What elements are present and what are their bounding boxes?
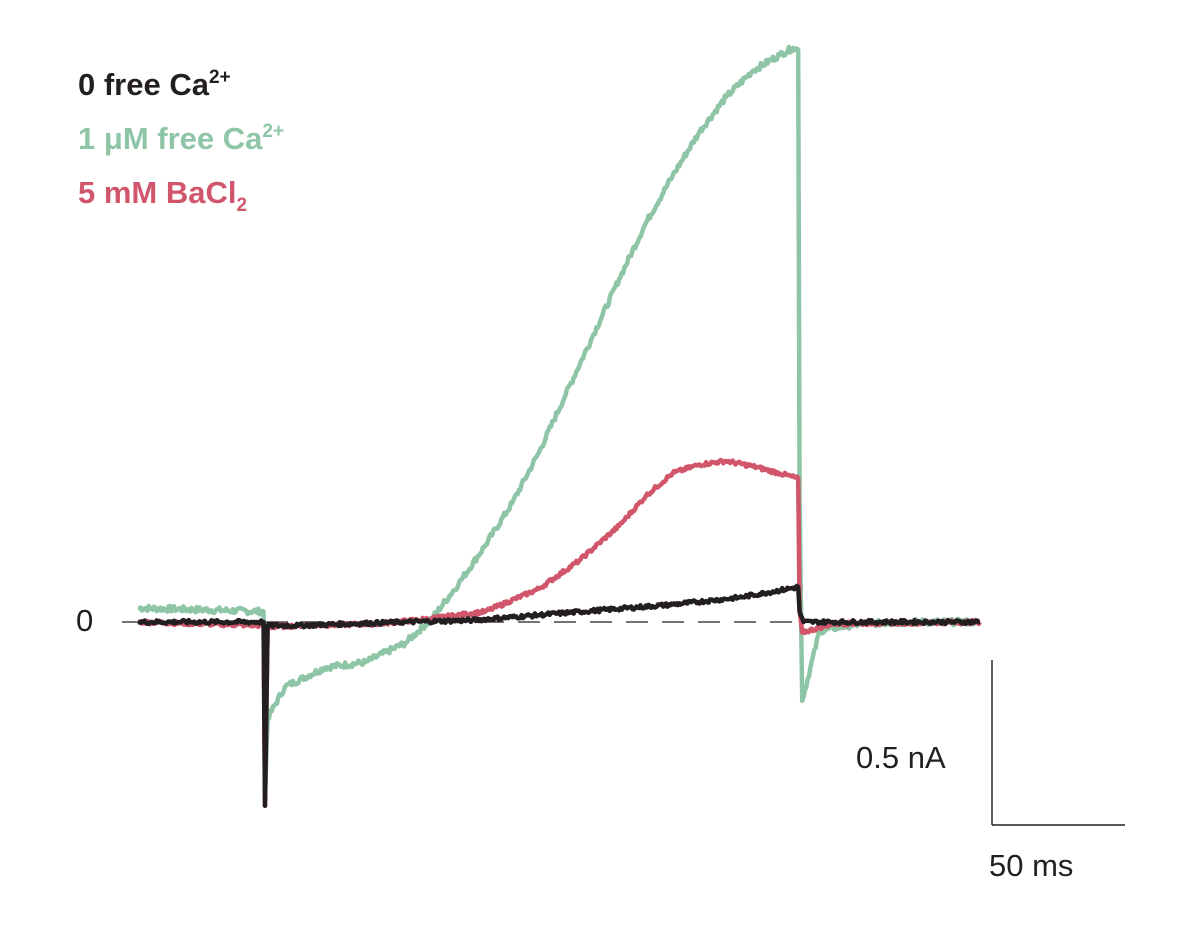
legend-label: 1 μM free Ca [78, 121, 263, 156]
legend-item-bacl2: 5 mM BaCl2 [78, 166, 284, 220]
zero-current-label: 0 [76, 603, 94, 638]
legend-item-0-free-ca: 0 free Ca2+ [78, 58, 284, 112]
legend-subscript: 2 [236, 195, 248, 216]
scale-bar-current-label: 0.5 nA [856, 740, 946, 775]
series-layer [137, 44, 982, 809]
scale-bar [991, 660, 1125, 826]
legend-superscript: 2+ [262, 121, 285, 142]
scale-bar-time-label: 50 ms [989, 848, 1074, 883]
legend-item-1um-free-ca: 1 μM free Ca2+ [78, 112, 284, 166]
series-line-0 [137, 583, 981, 809]
legend-label: 0 free Ca [78, 67, 209, 102]
legend-label: 5 mM BaCl [78, 175, 237, 210]
legend: 0 free Ca2+ 1 μM free Ca2+ 5 mM BaCl2 [78, 58, 284, 220]
legend-superscript: 2+ [208, 67, 231, 88]
